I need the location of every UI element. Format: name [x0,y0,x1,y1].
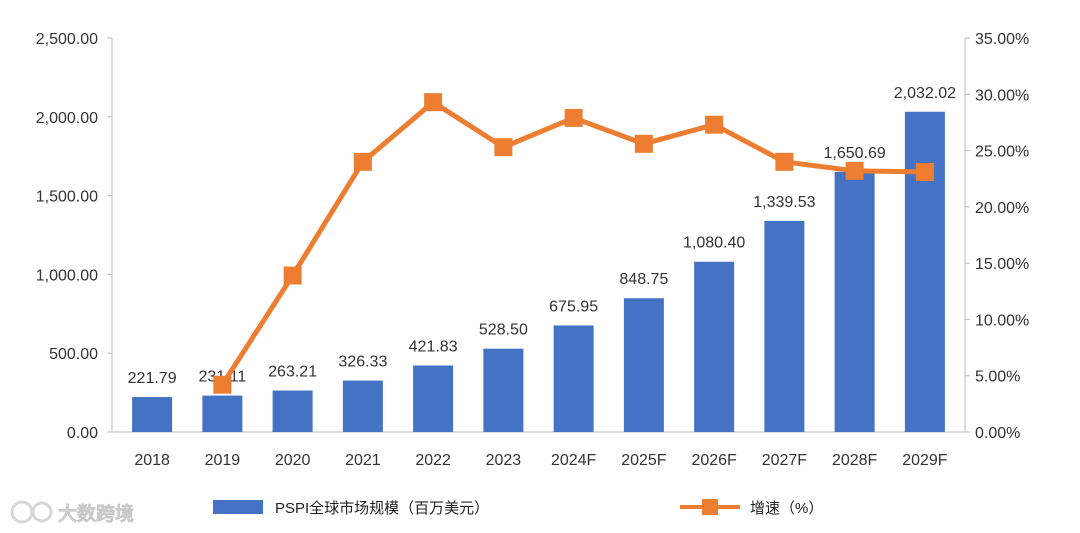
left-tick-label: 0.00 [67,425,98,442]
bar-data-label: 848.75 [619,271,668,288]
watermark-text: 大数跨境 [58,502,134,525]
bar [342,380,383,432]
growth-marker [634,134,653,153]
bar-data-label: 1,339.53 [753,194,815,211]
x-axis-tick-labels: 2018 2019 2020 2021 2022 2023 2024F 2025F 2026F 2… [134,452,947,469]
x-tick-label: 2022 [415,452,451,469]
growth-marker [845,161,864,180]
right-tick-label: 10.00% [975,312,1029,329]
x-tick-label: 2020 [275,452,311,469]
bar-data-label: 1,650.69 [823,145,885,162]
right-tick-label: 20.00% [975,200,1029,217]
growth-marker [283,266,302,285]
x-tick-label: 2024F [551,452,597,469]
growth-line-series [213,93,934,394]
left-tick-label: 500.00 [49,346,98,363]
x-tick-label: 2021 [345,452,381,469]
bar-data-label: 528.50 [479,322,528,339]
watermark-logo-icon [10,500,34,524]
bar [483,348,524,432]
bar-data-label: 221.79 [128,370,177,387]
left-tick-label: 1,500.00 [36,189,98,206]
bar [132,397,173,432]
bar-data-label: 2,032.02 [894,85,956,102]
x-tick-label: 2026F [691,452,737,469]
left-tick-label: 2,000.00 [36,110,98,127]
growth-marker [494,138,513,157]
right-tick-label: 5.00% [975,369,1020,386]
right-tick-label: 25.00% [975,144,1029,161]
bar [202,395,243,432]
bar-data-label: 263.21 [268,364,317,381]
bar [272,390,313,432]
bar [904,111,945,432]
growth-marker [213,375,232,394]
growth-marker [564,108,583,127]
right-tick-label: 0.00% [975,425,1020,442]
legend-bar-label: PSPI全球市场规模（百万美元） [275,499,489,517]
growth-marker [775,152,794,171]
x-tick-label: 2028F [832,452,878,469]
legend-line-marker [702,499,718,515]
x-tick-label: 2023 [486,452,522,469]
bar [553,325,594,432]
left-tick-label: 1,000.00 [36,267,98,284]
x-tick-label: 2018 [134,452,170,469]
right-axis: 0.00% 5.00% 10.00% 15.00% 20.00% 25.00% 30.00%… [964,31,1029,442]
bar [623,298,664,432]
bar-data-label: 326.33 [338,354,387,371]
bar-data-label: 421.83 [409,339,458,356]
bar [834,171,875,432]
bar [764,220,805,432]
legend: PSPI全球市场规模（百万美元） 增速（%） [213,499,823,517]
growth-marker [353,152,372,171]
legend-line-label: 增速（%） [750,500,823,517]
right-tick-label: 35.00% [975,31,1029,48]
right-tick-label: 15.00% [975,256,1029,273]
bar-data-label: 1,080.40 [683,235,745,252]
x-tick-label: 2019 [205,452,241,469]
x-tick-label: 2029F [902,452,948,469]
growth-marker [424,93,443,112]
right-tick-label: 30.00% [975,87,1029,104]
growth-marker [915,162,934,181]
left-axis: 0.00 500.00 1,000.00 1,500.00 2,000.00 2,500.… [36,31,965,442]
bar-data-label: 675.95 [549,298,598,315]
x-tick-label: 2027F [762,452,808,469]
watermark: 大数跨境 [10,500,134,525]
x-tick-label: 2025F [621,452,667,469]
left-tick-label: 2,500.00 [36,31,98,48]
growth-marker [705,115,724,134]
bar [694,261,735,432]
legend-bar-swatch [213,500,263,514]
bar [413,365,454,432]
